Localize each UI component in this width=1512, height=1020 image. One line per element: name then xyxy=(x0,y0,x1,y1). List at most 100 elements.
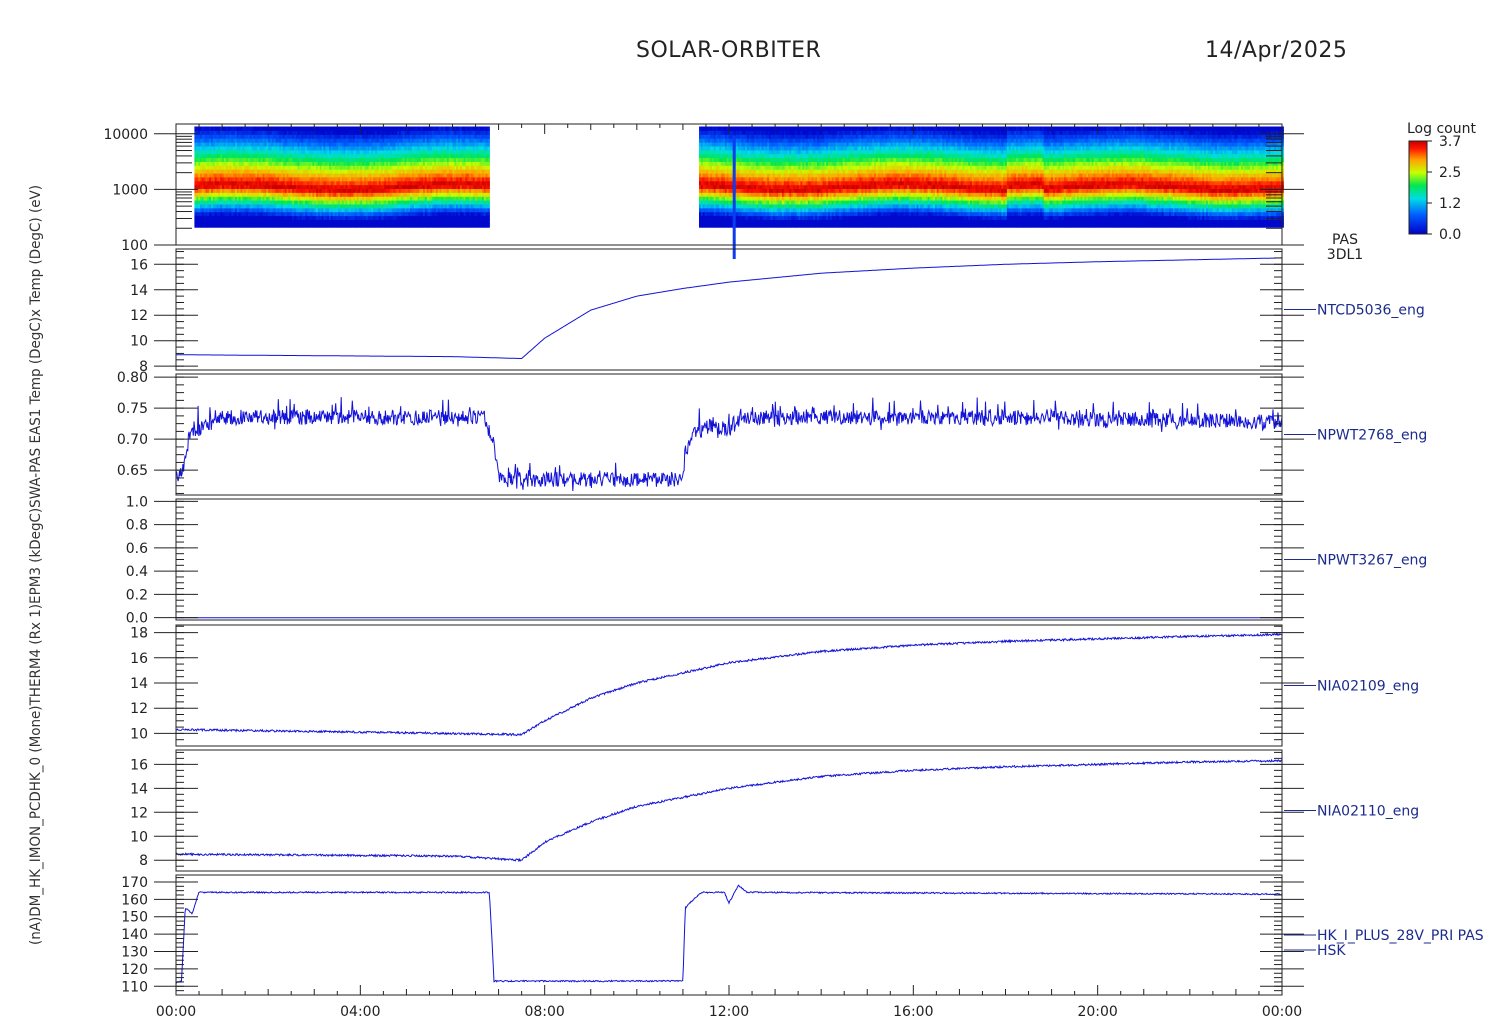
heatmap-cell xyxy=(371,130,374,135)
heatmap-cell xyxy=(194,153,197,159)
heatmap-cell xyxy=(382,211,385,217)
heatmap-cell xyxy=(421,180,424,186)
heatmap-cell xyxy=(704,200,707,205)
heatmap-cell xyxy=(393,134,396,139)
heatmap-cell xyxy=(203,196,207,201)
heatmap-cell xyxy=(294,149,297,155)
heatmap-cell xyxy=(327,200,330,205)
heatmap-cell xyxy=(236,161,240,166)
heatmap-cell xyxy=(474,157,477,162)
heatmap-cell xyxy=(480,145,483,151)
heatmap-cell xyxy=(699,161,702,166)
heatmap-cell xyxy=(413,130,417,135)
heatmap-cell xyxy=(212,142,216,147)
heatmap-cell xyxy=(268,138,271,143)
heatmap-cell xyxy=(397,188,400,193)
heatmap-cell xyxy=(200,211,203,217)
heatmap-cell xyxy=(710,165,713,170)
heatmap-cell xyxy=(323,169,326,174)
heatmap-cell xyxy=(353,145,356,151)
heatmap-cell xyxy=(399,211,402,217)
heatmap-cell xyxy=(270,145,273,151)
heatmap-cell xyxy=(708,153,711,159)
heatmap-cell xyxy=(273,184,277,189)
heatmap-cell xyxy=(365,200,369,205)
heatmap-cell xyxy=(388,138,391,143)
heatmap-cell xyxy=(216,176,219,182)
heatmap-cell xyxy=(721,134,724,139)
heatmap-cell xyxy=(747,176,750,182)
heatmap-cell xyxy=(343,172,347,178)
heatmap-cell xyxy=(373,184,376,189)
heatmap-cell xyxy=(227,172,230,178)
heatmap-cell xyxy=(424,145,428,151)
heatmap-cell xyxy=(423,203,426,209)
heatmap-cell xyxy=(341,184,345,189)
heatmap-cell xyxy=(341,145,345,151)
heatmap-cell xyxy=(282,211,286,217)
heatmap-cell xyxy=(375,157,378,162)
heatmap-cell xyxy=(347,196,350,201)
heatmap-cell xyxy=(389,196,393,201)
heatmap-cell xyxy=(434,126,437,131)
heatmap-cell xyxy=(728,184,731,189)
heatmap-cell xyxy=(410,153,413,159)
heatmap-cell xyxy=(745,153,748,159)
heatmap-cell xyxy=(456,134,459,139)
heatmap-cell xyxy=(756,153,759,159)
heatmap-cell xyxy=(389,172,393,178)
heatmap-cell xyxy=(706,215,709,220)
heatmap-cell xyxy=(735,180,739,186)
heatmap-cell xyxy=(421,196,424,201)
heatmap-cell xyxy=(297,207,301,213)
heatmap-cell xyxy=(362,203,365,209)
heatmap-cell xyxy=(240,176,243,182)
heatmap-cell xyxy=(264,223,267,228)
heatmap-cell xyxy=(284,169,288,174)
heatmap-cell xyxy=(411,169,415,174)
heatmap-cell xyxy=(745,184,748,189)
heatmap-cell xyxy=(700,138,704,143)
heatmap-cell xyxy=(415,192,418,197)
heatmap-cell xyxy=(452,134,455,139)
heatmap-cell xyxy=(277,203,280,209)
heatmap-cell xyxy=(198,142,201,147)
heatmap-cell xyxy=(251,215,254,220)
heatmap-cell xyxy=(452,223,455,228)
heatmap-cell xyxy=(721,157,724,162)
heatmap-cell xyxy=(201,203,205,209)
heatmap-cell xyxy=(319,138,323,143)
heatmap-cell xyxy=(334,215,337,220)
heatmap-cell xyxy=(380,126,383,131)
heatmap-cell xyxy=(279,169,282,174)
heatmap-cell xyxy=(443,126,446,131)
heatmap-cell xyxy=(367,188,371,193)
heatmap-cell xyxy=(423,180,426,186)
heatmap-cell xyxy=(345,184,348,189)
heatmap-cell xyxy=(485,134,489,139)
heatmap-cell xyxy=(340,169,343,174)
heatmap-cell xyxy=(240,200,243,205)
heatmap-cell xyxy=(384,134,387,139)
heatmap-cell xyxy=(410,130,413,135)
heatmap-cell xyxy=(443,157,446,162)
heatmap-cell xyxy=(214,176,218,182)
heatmap-cell xyxy=(404,192,407,197)
heatmap-cell xyxy=(710,157,713,162)
heatmap-cell xyxy=(480,196,483,201)
heatmap-cell xyxy=(384,176,387,182)
heatmap-cell xyxy=(345,215,348,220)
heatmap-cell xyxy=(198,196,201,201)
heatmap-cell xyxy=(430,203,433,209)
heatmap-cell xyxy=(402,165,406,170)
heatmap-cell xyxy=(437,200,441,205)
heatmap-cell xyxy=(454,138,457,143)
heatmap-cell xyxy=(721,219,724,224)
heatmap-cell xyxy=(417,192,420,197)
heatmap-cell xyxy=(340,172,343,178)
heatmap-cell xyxy=(196,130,199,135)
heatmap-cell xyxy=(735,172,739,178)
heatmap-cell xyxy=(332,172,336,178)
heatmap-cell xyxy=(330,145,334,151)
heatmap-cell xyxy=(290,219,293,224)
